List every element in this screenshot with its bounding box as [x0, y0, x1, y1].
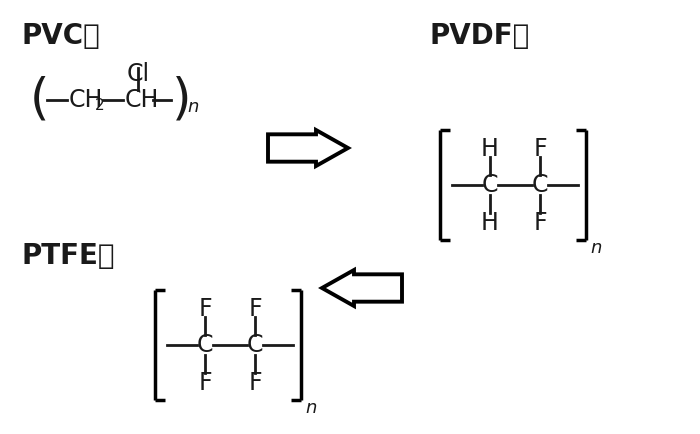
Text: CH: CH	[69, 88, 104, 112]
Polygon shape	[322, 270, 402, 306]
Polygon shape	[268, 130, 348, 166]
Text: F: F	[533, 211, 547, 235]
Text: F: F	[248, 297, 262, 321]
Text: 2: 2	[95, 98, 104, 112]
Text: ): )	[172, 76, 192, 124]
Text: PTFE：: PTFE：	[22, 242, 116, 270]
Text: (: (	[30, 76, 50, 124]
Text: H: H	[481, 137, 499, 161]
Text: PVC：: PVC：	[22, 22, 101, 50]
Text: CH: CH	[125, 88, 160, 112]
Text: n: n	[305, 399, 316, 417]
Text: C: C	[532, 173, 548, 197]
Text: F: F	[198, 297, 212, 321]
Text: Cl: Cl	[127, 62, 150, 86]
Text: PVDF：: PVDF：	[430, 22, 531, 50]
Text: n: n	[590, 239, 601, 257]
Text: F: F	[248, 371, 262, 395]
Text: C: C	[246, 333, 263, 357]
Text: C: C	[197, 333, 214, 357]
Text: H: H	[481, 211, 499, 235]
Text: F: F	[198, 371, 212, 395]
Text: F: F	[533, 137, 547, 161]
Text: C: C	[482, 173, 498, 197]
Text: n: n	[187, 98, 198, 116]
